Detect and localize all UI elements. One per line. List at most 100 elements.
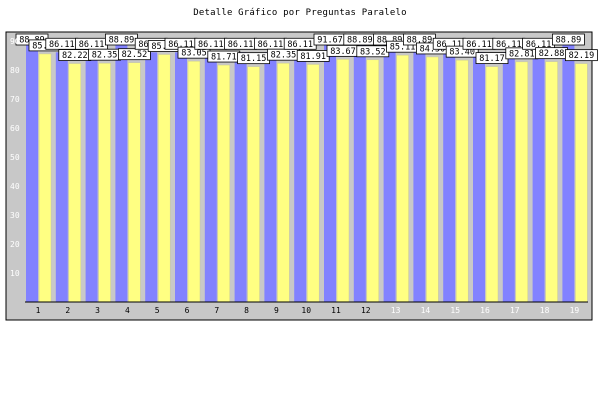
data-label-series-0: 86.11 bbox=[49, 40, 75, 50]
bar-series-0 bbox=[115, 44, 128, 303]
bar-series-1 bbox=[485, 66, 499, 303]
bar-series-0 bbox=[324, 36, 336, 302]
data-label-series-0-box bbox=[552, 33, 585, 46]
bar-series-0 bbox=[175, 52, 187, 302]
bar-series-0 bbox=[383, 44, 396, 303]
data-label-series-0: 88.89 bbox=[377, 36, 403, 46]
bar-series-1 bbox=[128, 62, 141, 303]
data-label-series-0: 86.11 bbox=[526, 40, 552, 50]
data-label-series-0: 86.11 bbox=[258, 40, 284, 50]
x-tick-label: 16 bbox=[480, 306, 490, 315]
data-label-series-1: 82.88 bbox=[539, 49, 565, 59]
data-label-series-1: 83.52 bbox=[360, 47, 386, 57]
data-label-series-1: 82.19 bbox=[569, 51, 595, 61]
data-label-series-1: 82.35 bbox=[92, 51, 118, 61]
x-tick-label: 6 bbox=[185, 306, 190, 315]
bar-series-0 bbox=[413, 44, 426, 303]
data-label-series-1-box bbox=[118, 48, 151, 61]
x-tick-label: 14 bbox=[421, 306, 431, 315]
bar-series-1 bbox=[217, 64, 231, 303]
data-label-series-0: 88.89 bbox=[556, 36, 582, 46]
data-label-series-0: 88.89 bbox=[407, 36, 433, 46]
data-label-series-0: 91.67 bbox=[317, 36, 343, 46]
bar-series-1 bbox=[336, 59, 350, 303]
y-tick-label: 50 bbox=[10, 153, 20, 162]
bar-series-0 bbox=[473, 52, 485, 302]
bar-series-1 bbox=[366, 59, 380, 303]
data-label-series-0: 86.11 bbox=[496, 40, 522, 50]
data-label-series-1: 85.34 bbox=[151, 42, 177, 52]
bar-series-0 bbox=[145, 52, 158, 302]
x-tick-label: 10 bbox=[301, 306, 311, 315]
bar-series-1 bbox=[575, 63, 588, 303]
bar-series-0 bbox=[26, 44, 38, 303]
x-tick-label: 17 bbox=[510, 306, 520, 315]
bar-series-1 bbox=[545, 61, 558, 303]
data-label-series-0: 86.11 bbox=[436, 40, 462, 50]
bar-series-1 bbox=[455, 59, 469, 303]
data-label-series-1: 81.71 bbox=[211, 53, 237, 63]
bar-series-1 bbox=[306, 64, 320, 303]
bar-series-0 bbox=[562, 44, 575, 303]
x-tick-label: 5 bbox=[155, 306, 160, 315]
data-label-series-1: 84.50 bbox=[420, 44, 446, 54]
x-tick-label: 18 bbox=[540, 306, 550, 315]
y-tick-label: 40 bbox=[10, 182, 20, 191]
bar-series-0 bbox=[85, 52, 98, 302]
data-label-series-1: 82.22 bbox=[62, 51, 88, 61]
bar-series-0 bbox=[294, 52, 307, 302]
x-tick-label: 13 bbox=[391, 306, 401, 315]
data-label-series-1: 83.05 bbox=[181, 49, 207, 59]
data-label-series-0: 88.89 bbox=[109, 36, 135, 46]
data-label-series-0: 88.89 bbox=[347, 36, 373, 46]
y-tick-label: 10 bbox=[10, 269, 20, 278]
data-label-series-0: 86.11 bbox=[228, 40, 254, 50]
data-label-series-1: 82.35 bbox=[271, 51, 297, 61]
data-label-series-1: 83.40 bbox=[449, 48, 475, 58]
bar-series-0 bbox=[502, 52, 515, 302]
x-tick-label: 8 bbox=[244, 306, 249, 315]
y-tick-label: 20 bbox=[10, 240, 20, 249]
data-label-series-0: 86.11 bbox=[198, 40, 224, 50]
chart-title: Detalle Gráfico por Preguntas Paralelo bbox=[193, 8, 407, 18]
data-label-series-0: 86.11 bbox=[466, 40, 492, 50]
bar-series-0 bbox=[234, 52, 247, 302]
x-tick-label: 3 bbox=[95, 306, 100, 315]
bar-series-1 bbox=[396, 54, 409, 303]
x-tick-label: 4 bbox=[125, 306, 130, 315]
bar-series-0 bbox=[264, 52, 277, 302]
data-label-series-1: 82.81 bbox=[509, 49, 535, 59]
x-tick-label: 9 bbox=[274, 306, 279, 315]
bar-series-1 bbox=[38, 53, 52, 303]
x-tick-label: 7 bbox=[214, 306, 219, 315]
bar-series-1 bbox=[515, 61, 529, 303]
data-label-series-1: 81.91 bbox=[300, 52, 326, 62]
y-tick-label: 60 bbox=[10, 124, 20, 133]
bar-series-0 bbox=[532, 52, 545, 302]
bar-series-0 bbox=[353, 44, 366, 303]
data-label-series-1-box bbox=[565, 49, 598, 62]
data-label-series-1: 83.67 bbox=[330, 47, 356, 57]
data-label-series-0: 86.11 bbox=[168, 40, 194, 50]
x-tick-label: 2 bbox=[65, 306, 70, 315]
x-tick-label: 12 bbox=[361, 306, 371, 315]
x-tick-label: 1 bbox=[36, 306, 41, 315]
data-label-series-1: 82.52 bbox=[122, 50, 148, 60]
data-label-series-0: 86.11 bbox=[79, 40, 105, 50]
bar-series-1 bbox=[247, 66, 260, 303]
bar-series-1 bbox=[277, 62, 290, 303]
y-tick-label: 80 bbox=[10, 66, 20, 75]
data-label-series-1-box bbox=[445, 45, 479, 58]
x-tick-label: 11 bbox=[331, 306, 341, 315]
bar-series-0 bbox=[55, 52, 68, 302]
bar-series-1 bbox=[426, 56, 439, 303]
x-tick-label: 15 bbox=[450, 306, 460, 315]
data-label-series-1: 81.17 bbox=[479, 54, 505, 64]
bar-series-1 bbox=[68, 63, 82, 303]
y-tick-label: 70 bbox=[10, 95, 20, 104]
data-label-series-1: 85.55 bbox=[32, 41, 58, 51]
y-tick-label: 30 bbox=[10, 211, 20, 220]
x-tick-label: 19 bbox=[570, 306, 580, 315]
data-label-series-0: 86.11 bbox=[287, 40, 313, 50]
